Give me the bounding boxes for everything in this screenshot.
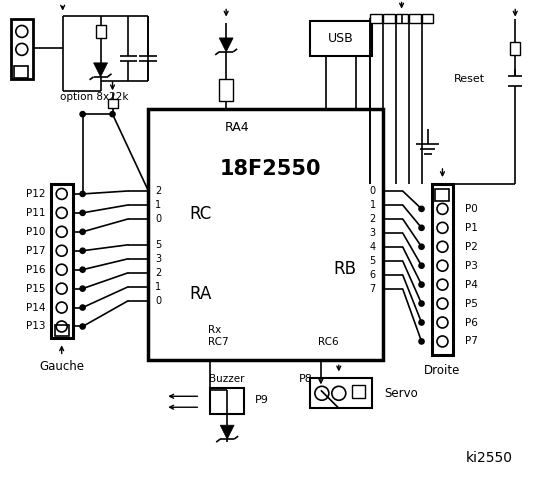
Bar: [148, 109, 383, 360]
Text: P17: P17: [26, 246, 46, 256]
Text: P2: P2: [466, 242, 478, 252]
Text: RA4: RA4: [225, 120, 250, 133]
Bar: [436, 189, 450, 201]
Bar: [310, 22, 372, 56]
Bar: [370, 13, 382, 24]
Text: Gauche: Gauche: [39, 360, 84, 373]
Bar: [14, 66, 28, 78]
Bar: [510, 42, 520, 55]
Text: P0: P0: [466, 204, 478, 214]
Text: 0: 0: [155, 296, 161, 306]
Circle shape: [80, 324, 85, 329]
Text: P13: P13: [26, 322, 46, 332]
Text: 5: 5: [155, 240, 161, 250]
Circle shape: [419, 206, 424, 211]
Circle shape: [80, 248, 85, 253]
Text: 3: 3: [155, 254, 161, 264]
Text: RB: RB: [333, 260, 356, 278]
Circle shape: [419, 282, 424, 287]
Text: 7: 7: [369, 284, 376, 294]
Text: Servo: Servo: [385, 387, 419, 400]
Text: 6: 6: [369, 270, 375, 280]
Text: P15: P15: [26, 284, 46, 294]
Circle shape: [419, 225, 424, 230]
Text: 2: 2: [155, 268, 161, 277]
Circle shape: [419, 301, 424, 306]
Bar: [210, 388, 244, 414]
Bar: [421, 13, 434, 24]
Text: RA: RA: [189, 285, 211, 302]
Bar: [55, 324, 69, 336]
Text: P10: P10: [27, 227, 46, 237]
Bar: [352, 385, 365, 398]
Circle shape: [419, 339, 424, 344]
Text: ki2550: ki2550: [466, 451, 513, 465]
Text: P14: P14: [26, 302, 46, 312]
Text: Droite: Droite: [424, 364, 461, 377]
Text: USB: USB: [328, 33, 354, 46]
Text: P4: P4: [466, 280, 478, 289]
Circle shape: [80, 210, 85, 216]
Text: option 8x22k: option 8x22k: [60, 92, 129, 102]
Bar: [11, 20, 33, 79]
Text: 4: 4: [369, 242, 375, 252]
Polygon shape: [220, 425, 234, 439]
Text: 2: 2: [369, 214, 376, 224]
Text: Rx: Rx: [208, 325, 221, 336]
Circle shape: [419, 320, 424, 325]
Bar: [107, 99, 117, 108]
Text: 3: 3: [369, 228, 375, 238]
Text: 1: 1: [155, 282, 161, 292]
Text: Reset: Reset: [454, 74, 486, 84]
Bar: [310, 378, 372, 408]
Text: P16: P16: [26, 264, 46, 275]
Text: 1: 1: [369, 200, 375, 210]
Bar: [219, 79, 233, 101]
Text: P3: P3: [466, 261, 478, 271]
Text: P7: P7: [466, 336, 478, 347]
Circle shape: [80, 192, 85, 196]
Text: P6: P6: [466, 317, 478, 327]
Circle shape: [110, 112, 115, 117]
Bar: [409, 13, 420, 24]
Circle shape: [80, 286, 85, 291]
Text: Buzzer: Buzzer: [210, 374, 245, 384]
Text: 2: 2: [155, 186, 161, 196]
Text: RC6: RC6: [317, 337, 338, 348]
Circle shape: [419, 244, 424, 249]
Text: 5: 5: [369, 256, 376, 266]
Bar: [383, 13, 395, 24]
Text: P8: P8: [299, 374, 313, 384]
Text: RC7: RC7: [208, 337, 229, 348]
Circle shape: [80, 305, 85, 310]
Text: 0: 0: [155, 214, 161, 224]
Text: 18F2550: 18F2550: [220, 159, 321, 179]
Bar: [96, 24, 106, 38]
Circle shape: [80, 229, 85, 234]
Bar: [395, 13, 408, 24]
Text: P12: P12: [26, 189, 46, 199]
Bar: [51, 184, 72, 338]
Text: P9: P9: [255, 395, 269, 405]
Text: P1: P1: [466, 223, 478, 233]
Text: RC: RC: [189, 205, 211, 223]
Circle shape: [80, 112, 85, 117]
Polygon shape: [219, 38, 233, 52]
Text: P11: P11: [26, 208, 46, 218]
Circle shape: [80, 267, 85, 272]
Text: 1: 1: [155, 200, 161, 210]
Bar: [431, 184, 453, 355]
Circle shape: [419, 263, 424, 268]
Text: P5: P5: [466, 299, 478, 309]
Text: 0: 0: [369, 186, 375, 196]
Polygon shape: [93, 63, 107, 77]
